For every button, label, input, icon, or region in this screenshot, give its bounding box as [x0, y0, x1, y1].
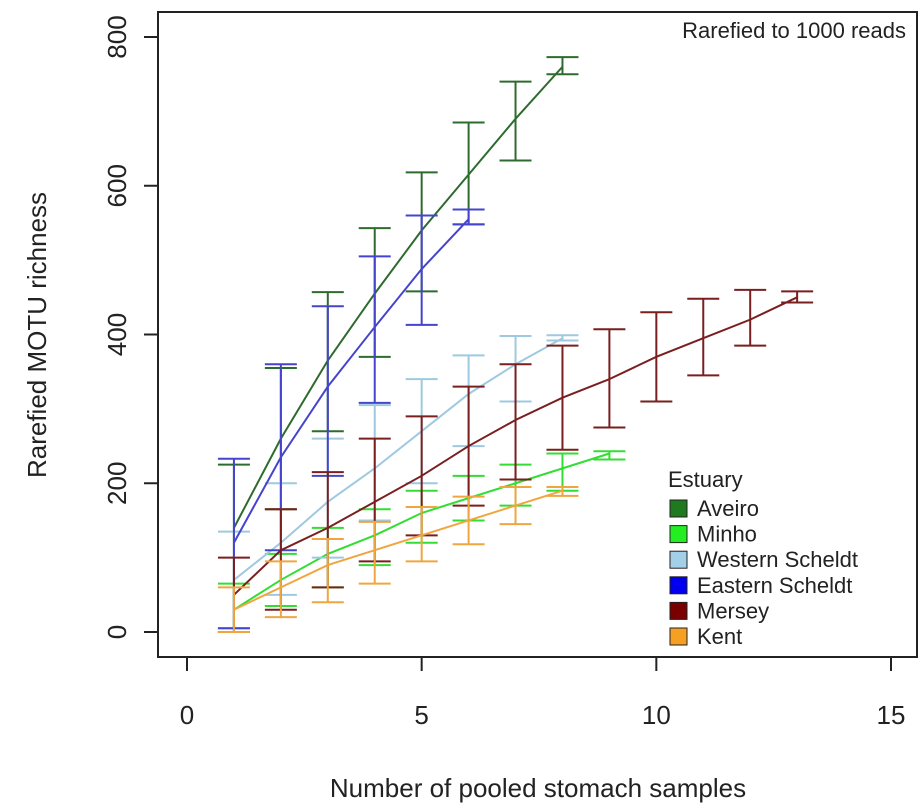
series-line-western-scheldt [233, 337, 563, 581]
error-bar [499, 80, 532, 162]
legend-item-aveiro: Aveiro [669, 496, 759, 521]
y-axis: 0 200 400 600 800 [102, 15, 159, 639]
y-tick-label: 800 [102, 15, 132, 58]
x-axis-label: Number of pooled stomach samples [330, 773, 746, 803]
legend-item-minho: Minho [669, 522, 757, 547]
x-tick-label: 15 [877, 700, 906, 730]
error-bar [264, 560, 297, 619]
series-line-aveiro [233, 66, 564, 529]
legend-swatch [669, 576, 688, 595]
y-tick-label: 0 [102, 625, 132, 639]
x-axis: 0 5 10 15 [180, 656, 906, 730]
series-line-mersey [233, 296, 798, 596]
legend-label: Aveiro [697, 496, 759, 521]
error-bar [781, 290, 814, 304]
legend-label: Western Scheldt [697, 547, 858, 572]
error-bar [358, 520, 391, 585]
legend-label: Kent [697, 624, 742, 649]
legend-item-mersey: Mersey [669, 598, 769, 623]
legend-title: Estuary [668, 467, 743, 492]
series-line-eastern-scheldt [233, 218, 470, 544]
y-axis-label: Rarefied MOTU richness [22, 192, 52, 478]
x-tick-label: 10 [642, 700, 671, 730]
series-eastern-scheldt [217, 208, 485, 630]
y-tick-label: 400 [102, 313, 132, 356]
error-bar [499, 363, 532, 481]
legend-swatch [669, 550, 688, 569]
error-bar [687, 297, 720, 377]
y-tick-label: 200 [102, 462, 132, 505]
error-bar [593, 450, 626, 461]
error-bar [546, 334, 579, 342]
legend-swatch [669, 499, 688, 518]
legend-label: Eastern Scheldt [697, 573, 852, 598]
legend-label: Mersey [697, 598, 769, 623]
legend-item-kent: Kent [669, 624, 742, 649]
legend-swatch [669, 525, 688, 544]
series-mersey [217, 288, 814, 633]
series-kent [217, 485, 579, 633]
error-bar [311, 305, 344, 477]
error-bar [405, 506, 438, 563]
error-bar [311, 538, 344, 604]
legend-label: Minho [697, 522, 757, 547]
series-line-kent [233, 489, 563, 611]
legend-swatch [669, 601, 688, 620]
legend-item-western-scheldt: Western Scheldt [669, 547, 858, 572]
chart-annotation: Rarefied to 1000 reads [682, 18, 906, 43]
y-tick-label: 600 [102, 164, 132, 207]
series-layer [217, 56, 814, 633]
series-western-scheldt [217, 334, 579, 633]
legend-item-eastern-scheldt: Eastern Scheldt [669, 573, 852, 598]
error-bar [358, 255, 391, 404]
legend-swatch [669, 627, 688, 646]
error-bar [546, 56, 579, 76]
x-tick-label: 0 [180, 700, 194, 730]
error-bar [734, 288, 767, 347]
error-bar [452, 208, 485, 226]
x-tick-label: 5 [414, 700, 428, 730]
series-aveiro [217, 56, 579, 633]
